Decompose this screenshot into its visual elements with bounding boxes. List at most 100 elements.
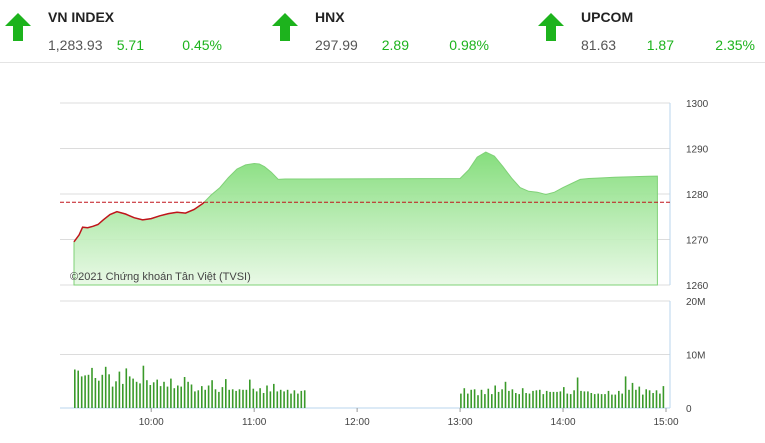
- intraday-chart: 1300 1290 1280 1270 1260 ©2021 Chứng khoán T…: [60, 99, 709, 428]
- volume-bar: [159, 386, 162, 408]
- volume-bar: [467, 393, 469, 408]
- price-tick-label: 1280: [686, 190, 709, 201]
- volume-bar: [593, 394, 596, 408]
- volume-bar: [276, 391, 279, 408]
- volume-bar: [156, 379, 158, 408]
- volume-tick-label: 0: [686, 404, 692, 415]
- ticker-change: 1.87: [646, 37, 674, 53]
- time-tick-label: 15:00: [653, 417, 678, 428]
- volume-bar: [635, 389, 637, 408]
- volume-bar: [573, 390, 575, 408]
- volume-bars: [74, 365, 665, 409]
- volume-bar: [211, 380, 213, 408]
- arrow-up-shape: [538, 13, 564, 41]
- arrow-up-icon: [5, 13, 31, 41]
- volume-bar: [228, 389, 230, 408]
- volume-bar: [473, 389, 476, 408]
- volume-bar: [539, 389, 541, 408]
- price-tick-label: 1300: [686, 99, 709, 110]
- volume-bar: [528, 393, 531, 408]
- volume-axis-ticks: 20M 10M 0: [686, 297, 705, 415]
- volume-bar: [460, 393, 462, 408]
- volume-bar: [108, 374, 110, 408]
- volume-bar: [508, 390, 510, 408]
- ticker-hnx[interactable]: HNX 297.99 2.89 0.98%: [267, 0, 500, 62]
- volume-bar: [303, 390, 306, 408]
- ticker-change: 2.89: [381, 37, 409, 53]
- volume-bar: [149, 385, 152, 408]
- volume-bar: [545, 390, 548, 408]
- ticker-vnindex[interactable]: VN INDEX 1,283.93 5.71 0.45%: [0, 0, 233, 62]
- volume-bar: [249, 379, 251, 408]
- volume-bar: [214, 389, 217, 408]
- ticker-value: 297.99: [315, 37, 358, 53]
- volume-bar: [286, 389, 289, 408]
- volume-bar: [569, 394, 572, 408]
- index-ticker-bar: VN INDEX 1,283.93 5.71 0.45% HNX 297.99 …: [0, 0, 765, 62]
- volume-bar: [218, 391, 220, 408]
- volume-bar: [535, 390, 538, 408]
- volume-bar: [259, 388, 261, 408]
- volume-bar: [521, 388, 524, 408]
- volume-bar: [166, 386, 169, 408]
- volume-bar: [235, 390, 237, 408]
- volume-bar: [238, 389, 241, 408]
- volume-bar: [142, 365, 145, 408]
- volume-bar: [173, 388, 176, 408]
- volume-bar: [549, 391, 551, 408]
- volume-bar: [300, 390, 303, 408]
- volume-bar: [607, 390, 610, 408]
- volume-bar: [118, 371, 121, 408]
- volume-bar: [98, 380, 100, 408]
- ticker-percent: 0.98%: [449, 37, 489, 53]
- volume-bar: [621, 393, 623, 408]
- volume-bar: [587, 391, 589, 408]
- time-tick-label: 11:00: [242, 417, 267, 428]
- volume-bar: [590, 393, 593, 408]
- volume-bar: [491, 394, 493, 408]
- time-tick-label: 12:00: [345, 417, 370, 428]
- volume-bar: [128, 376, 131, 408]
- price-axis-ticks: 1300 1290 1280 1270 1260: [686, 99, 709, 292]
- volume-bar: [146, 380, 148, 408]
- volume-bar: [190, 384, 193, 408]
- ticker-upcom[interactable]: UPCOM 81.63 1.87 2.35%: [533, 0, 765, 62]
- volume-bar: [559, 391, 562, 408]
- volume-bar: [463, 388, 466, 408]
- volume-bar: [297, 393, 299, 408]
- volume-bar: [221, 387, 224, 408]
- volume-bar: [139, 383, 141, 408]
- volume-bar: [532, 390, 534, 408]
- volume-bar: [255, 391, 258, 408]
- volume-bar: [279, 389, 282, 408]
- volume-bar: [152, 382, 155, 408]
- volume-bar: [170, 378, 172, 408]
- volume-bar: [604, 394, 606, 408]
- volume-bar: [104, 366, 107, 408]
- volume-bar: [132, 378, 134, 408]
- volume-bar: [225, 379, 227, 408]
- ticker-change: 5.71: [116, 37, 144, 53]
- volume-bar: [242, 389, 244, 408]
- volume-bar: [252, 388, 255, 408]
- ticker-value: 1,283.93: [48, 37, 103, 53]
- price-area: [73, 151, 658, 286]
- volume-tick-label: 10M: [686, 351, 705, 362]
- volume-bar: [80, 376, 83, 408]
- volume-bar: [269, 391, 272, 408]
- volume-bar: [648, 390, 651, 408]
- volume-bar: [487, 388, 490, 408]
- ticker-name: HNX: [315, 9, 345, 25]
- price-tick-label: 1290: [686, 145, 709, 156]
- ticker-percent: 0.45%: [182, 37, 222, 53]
- volume-bar: [183, 377, 186, 408]
- price-tick-label: 1260: [686, 281, 709, 292]
- volume-bar: [662, 386, 665, 408]
- volume-bar: [290, 393, 292, 408]
- arrow-up-icon: [538, 13, 564, 41]
- volume-tick-label: 20M: [686, 297, 705, 308]
- volume-bar: [497, 391, 500, 408]
- arrow-up-shape: [5, 13, 31, 41]
- volume-bar: [187, 381, 189, 408]
- volume-bar: [580, 390, 582, 408]
